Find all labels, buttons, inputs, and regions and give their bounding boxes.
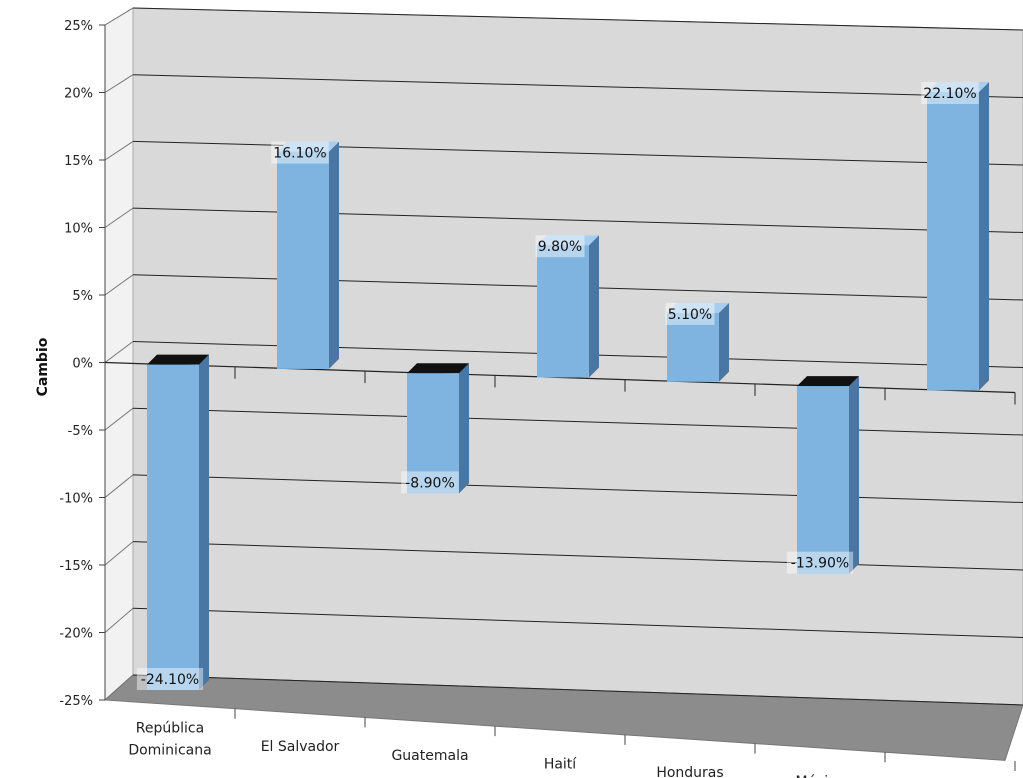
y-tick-label: -20% [59, 627, 93, 642]
bar [797, 386, 849, 574]
category-label: Guatemala [391, 748, 468, 764]
side-gridline [104, 541, 134, 566]
y-tick-label: -25% [59, 694, 93, 709]
bar-top [797, 376, 859, 387]
data-label: -8.90% [405, 475, 455, 491]
gridline [132, 7, 1023, 31]
bar [667, 312, 719, 382]
bar-top [407, 363, 469, 374]
category-label: México [796, 774, 845, 778]
data-label-bg [271, 141, 329, 164]
category-label: Haití [544, 757, 577, 773]
bar-side [719, 302, 729, 382]
bar-side [979, 82, 989, 391]
data-label: -24.10% [141, 672, 199, 688]
bar-top [927, 82, 989, 93]
bar-top [147, 354, 209, 365]
data-label-bg [401, 471, 459, 494]
y-tick-label: 10% [64, 222, 93, 237]
bar-side [849, 376, 859, 574]
bar-side [329, 141, 339, 369]
y-tick-label: 20% [64, 87, 93, 102]
data-label: 5.10% [668, 307, 712, 323]
side-gridline [104, 674, 134, 701]
y-tick-label: 25% [64, 19, 93, 34]
gridline [132, 407, 1023, 436]
data-label: 22.10% [923, 86, 976, 102]
bar [927, 92, 979, 391]
gridline [132, 140, 1023, 166]
data-label-bg [136, 667, 204, 690]
gridline [132, 74, 1023, 98]
side-gridline [104, 274, 134, 296]
side-gridline [104, 407, 134, 431]
category-label: República Dominicana [128, 720, 211, 758]
bar [407, 373, 459, 494]
data-label: 9.80% [538, 239, 582, 255]
y-tick-label: -5% [68, 424, 93, 439]
bar-top [277, 141, 339, 152]
side-gridline [104, 74, 134, 93]
bar-top [537, 235, 599, 246]
gridline [132, 474, 1023, 503]
side-gridline [104, 341, 134, 363]
gridline [132, 674, 1023, 706]
y-tick-label: 5% [72, 289, 93, 304]
side-wall [104, 7, 134, 702]
data-label-bg [921, 82, 979, 105]
y-tick-label: -10% [59, 492, 93, 507]
gridline [132, 541, 1023, 571]
bar-side [459, 363, 469, 494]
category-label: Honduras [656, 765, 723, 778]
data-label-bg [665, 302, 715, 325]
bar-top [667, 302, 729, 313]
category-label: El Salvador [261, 739, 340, 755]
y-tick-label: 0% [72, 357, 93, 372]
side-gridline [104, 474, 134, 498]
y-tick-label: -15% [59, 559, 93, 574]
side-gridline [104, 607, 134, 633]
bar [147, 364, 199, 690]
bar-side [589, 235, 599, 378]
data-label-bg [535, 235, 585, 258]
bar-side [199, 354, 209, 690]
side-gridline [104, 207, 134, 228]
bar [277, 151, 329, 369]
bar [537, 245, 589, 378]
data-label-bg [786, 551, 854, 574]
side-gridline [104, 140, 134, 161]
side-gridline [104, 7, 134, 26]
y-axis-label: Cambio [35, 337, 51, 396]
y-tick-label: 15% [64, 154, 93, 169]
data-label: 16.10% [273, 146, 326, 162]
data-label: -13.90% [791, 556, 849, 572]
gridline [132, 607, 1023, 638]
